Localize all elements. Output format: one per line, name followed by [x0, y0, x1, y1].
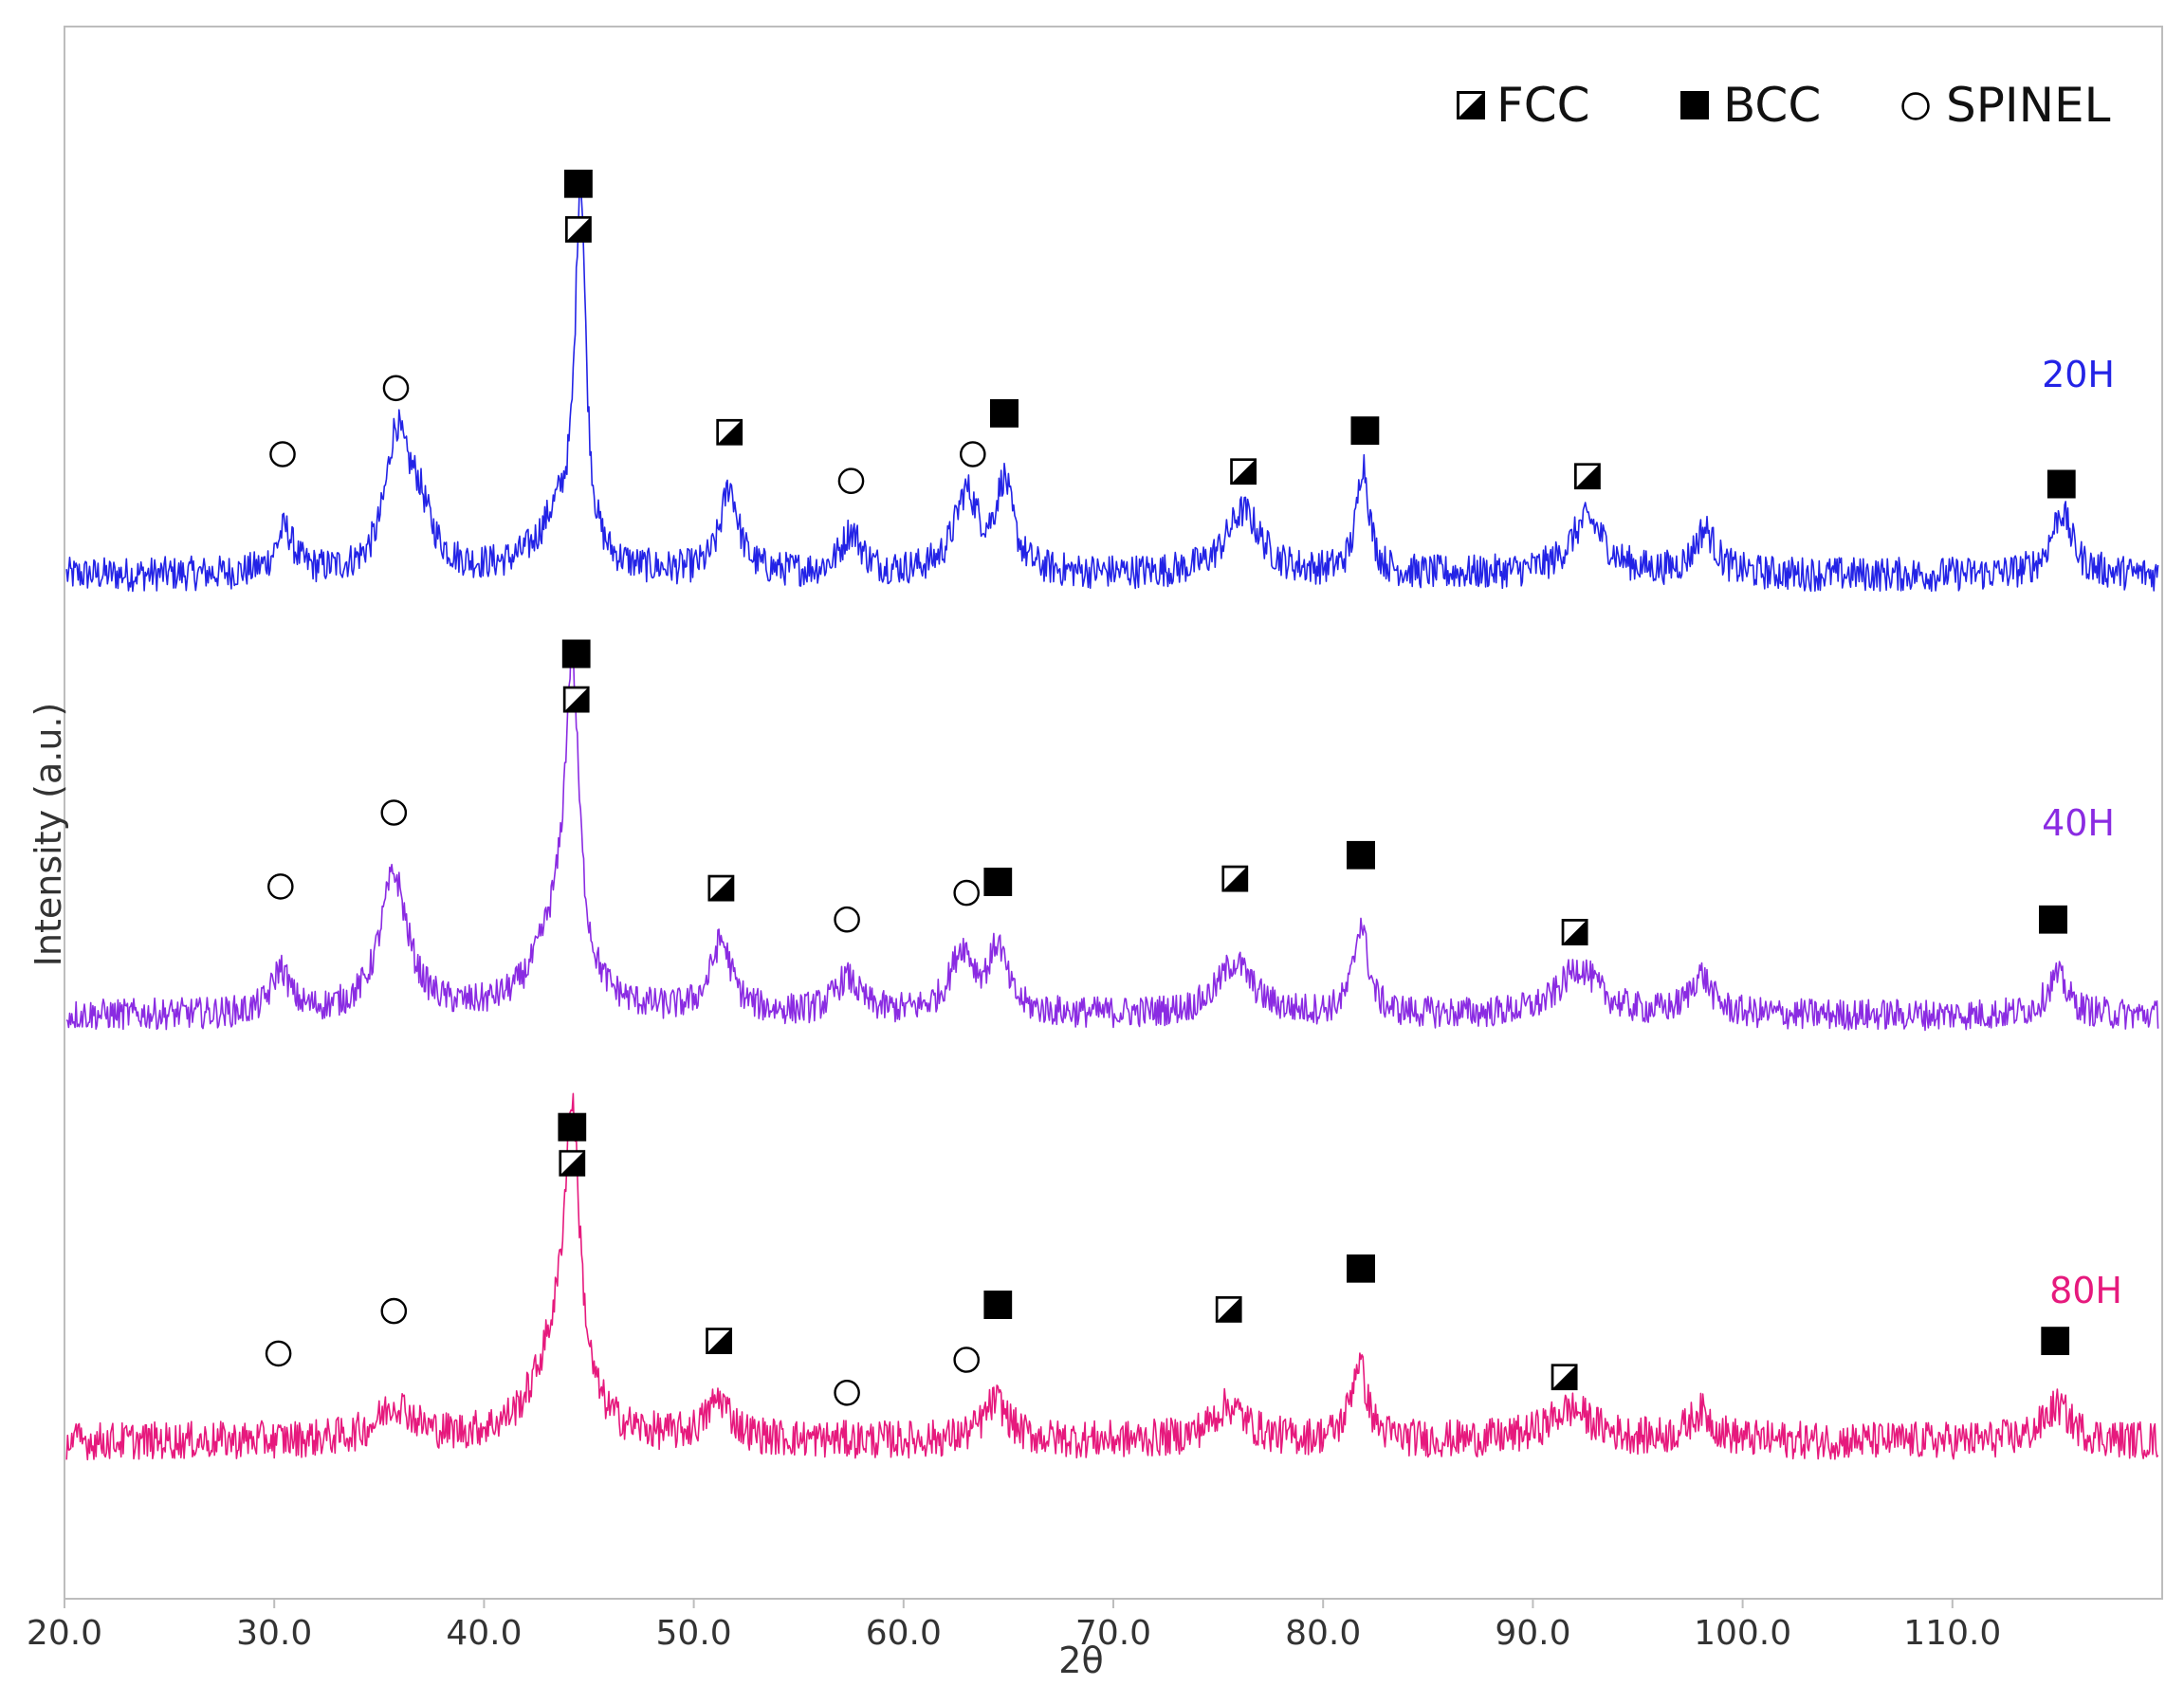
fcc-marker-icon — [706, 1328, 733, 1355]
spinel-marker-icon — [382, 375, 410, 402]
fcc-marker-icon — [707, 874, 735, 902]
series-line-40h — [65, 642, 2159, 1032]
x-axis: 20.0 30.0 40.0 50.0 60.0 70.0 80.0 90.0 100.0 110… — [27, 1599, 2001, 1653]
fcc-marker-icon — [1215, 1295, 1242, 1323]
legend-spinel-icon — [1901, 92, 1930, 120]
fcc-marker-icon — [564, 215, 592, 243]
bcc-marker-icon — [1347, 1254, 1375, 1283]
x-tick-label: 60.0 — [866, 1614, 942, 1653]
y-axis-label: Intensity (a.u.) — [28, 703, 69, 967]
x-tick-label: 80.0 — [1285, 1614, 1361, 1653]
series-label-40h: 40H — [2042, 802, 2115, 844]
fcc-marker-icon — [1573, 463, 1601, 490]
bcc-marker-icon — [1347, 840, 1375, 870]
fcc-marker-icon — [1551, 1364, 1578, 1391]
series-line-20h — [65, 178, 2159, 593]
fcc-marker-icon — [1221, 865, 1249, 892]
x-tick-label: 30.0 — [236, 1614, 312, 1653]
plot-frame — [64, 26, 2163, 1600]
fcc-marker-icon — [1230, 458, 1257, 486]
bcc-marker-icon — [558, 1112, 587, 1142]
spinel-marker-icon — [265, 1340, 292, 1367]
bcc-marker-icon — [983, 868, 1013, 896]
bcc-marker-icon — [2041, 1327, 2070, 1356]
bcc-marker-icon — [563, 169, 593, 198]
marker-layer — [265, 169, 2076, 1406]
spinel-marker-icon — [837, 467, 865, 494]
spinel-marker-icon — [960, 441, 986, 467]
x-tick-label: 90.0 — [1495, 1614, 1570, 1653]
bcc-marker-icon — [2039, 905, 2067, 934]
bcc-marker-icon — [561, 639, 591, 669]
legend-bcc-icon — [1680, 91, 1709, 119]
series-line-80h — [65, 1092, 2159, 1461]
series-layer — [65, 178, 2159, 1461]
x-axis-label: 2θ — [1058, 1640, 1103, 1681]
series-label-80h: 80H — [2049, 1270, 2122, 1311]
x-tick-label: 40.0 — [446, 1614, 522, 1653]
series-labels: 20H 40H 80H — [2042, 354, 2122, 1311]
spinel-marker-icon — [266, 873, 294, 900]
x-tick-label: 20.0 — [27, 1614, 102, 1653]
spinel-marker-icon — [953, 879, 981, 907]
spinel-marker-icon — [834, 906, 860, 933]
spinel-marker-icon — [953, 1347, 981, 1373]
bcc-marker-icon — [2046, 469, 2076, 499]
x-tick-label: 100.0 — [1694, 1614, 1791, 1653]
fcc-marker-icon — [1561, 919, 1588, 945]
bcc-marker-icon — [1350, 416, 1380, 446]
legend: FCC BCC SPINEL — [1457, 78, 2111, 133]
x-tick-label: 110.0 — [1903, 1614, 2001, 1653]
legend-label-bcc: BCC — [1723, 78, 1821, 133]
x-tick-label: 70.0 — [1075, 1614, 1151, 1653]
legend-label-spinel: SPINEL — [1946, 78, 2111, 133]
x-tick-label: 50.0 — [656, 1614, 732, 1653]
spinel-marker-icon — [834, 1380, 860, 1406]
legend-label-fcc: FCC — [1496, 78, 1590, 133]
legend-fcc-icon — [1457, 91, 1485, 119]
fcc-marker-icon — [562, 686, 590, 713]
bcc-marker-icon — [983, 1291, 1013, 1319]
bcc-marker-icon — [990, 398, 1019, 428]
spinel-marker-icon — [380, 1297, 408, 1325]
fcc-marker-icon — [716, 418, 743, 446]
fcc-marker-icon — [559, 1149, 586, 1177]
spinel-marker-icon — [380, 799, 408, 826]
series-label-20h: 20H — [2042, 354, 2115, 395]
spinel-marker-icon — [269, 441, 296, 467]
